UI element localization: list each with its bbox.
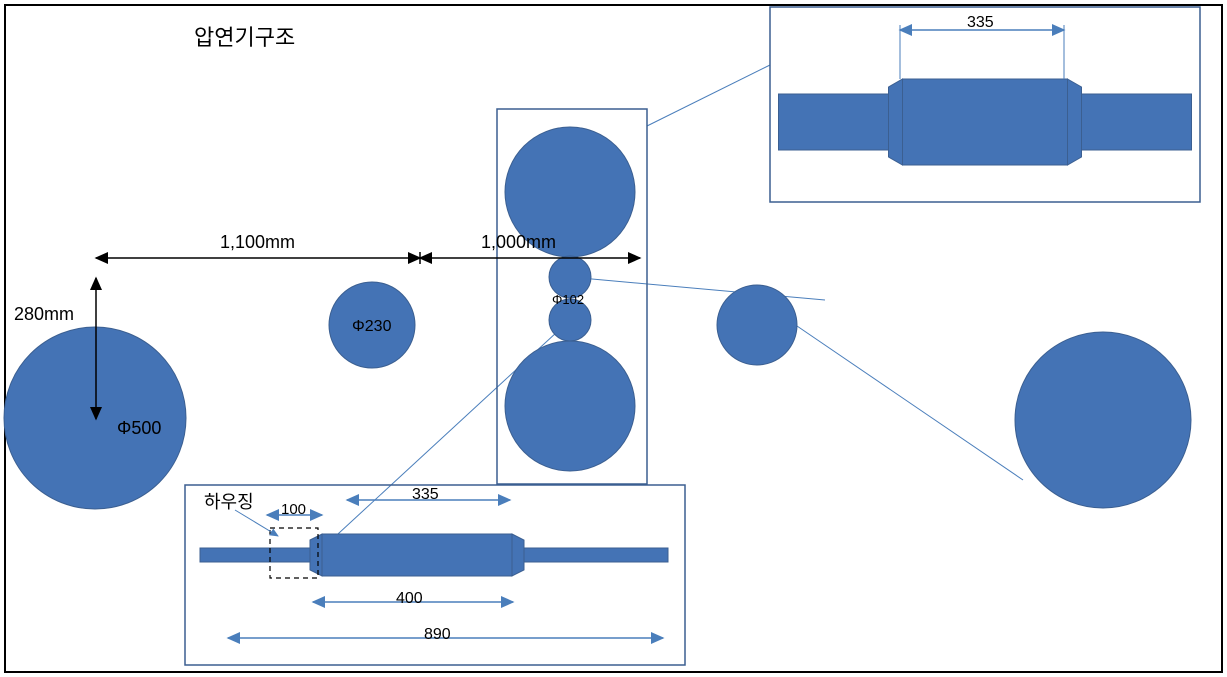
diagram-svg (0, 0, 1227, 677)
phi230-label: Φ230 (352, 318, 391, 336)
housing-label: 하우징 (204, 488, 254, 514)
dim-280-label: 280mm (14, 304, 74, 325)
page-title: 압연기구조 (194, 20, 295, 52)
inset-bot-100: 100 (281, 501, 306, 518)
inset-bot-890: 890 (424, 626, 451, 644)
roll-part-top (779, 79, 1192, 165)
inset-top-335: 335 (967, 14, 994, 32)
inset-bot-400: 400 (396, 590, 423, 608)
phi102-label: Φ102 (552, 292, 584, 307)
dim-1000-label: 1,000mm (481, 232, 556, 253)
inset-bot-335: 335 (412, 486, 439, 504)
c_right_small (717, 285, 797, 365)
dim-1100-label: 1,100mm (220, 232, 295, 253)
c_phi_bottom (505, 341, 635, 471)
c_right_large (1015, 332, 1191, 508)
phi500-label: Φ500 (117, 418, 161, 439)
